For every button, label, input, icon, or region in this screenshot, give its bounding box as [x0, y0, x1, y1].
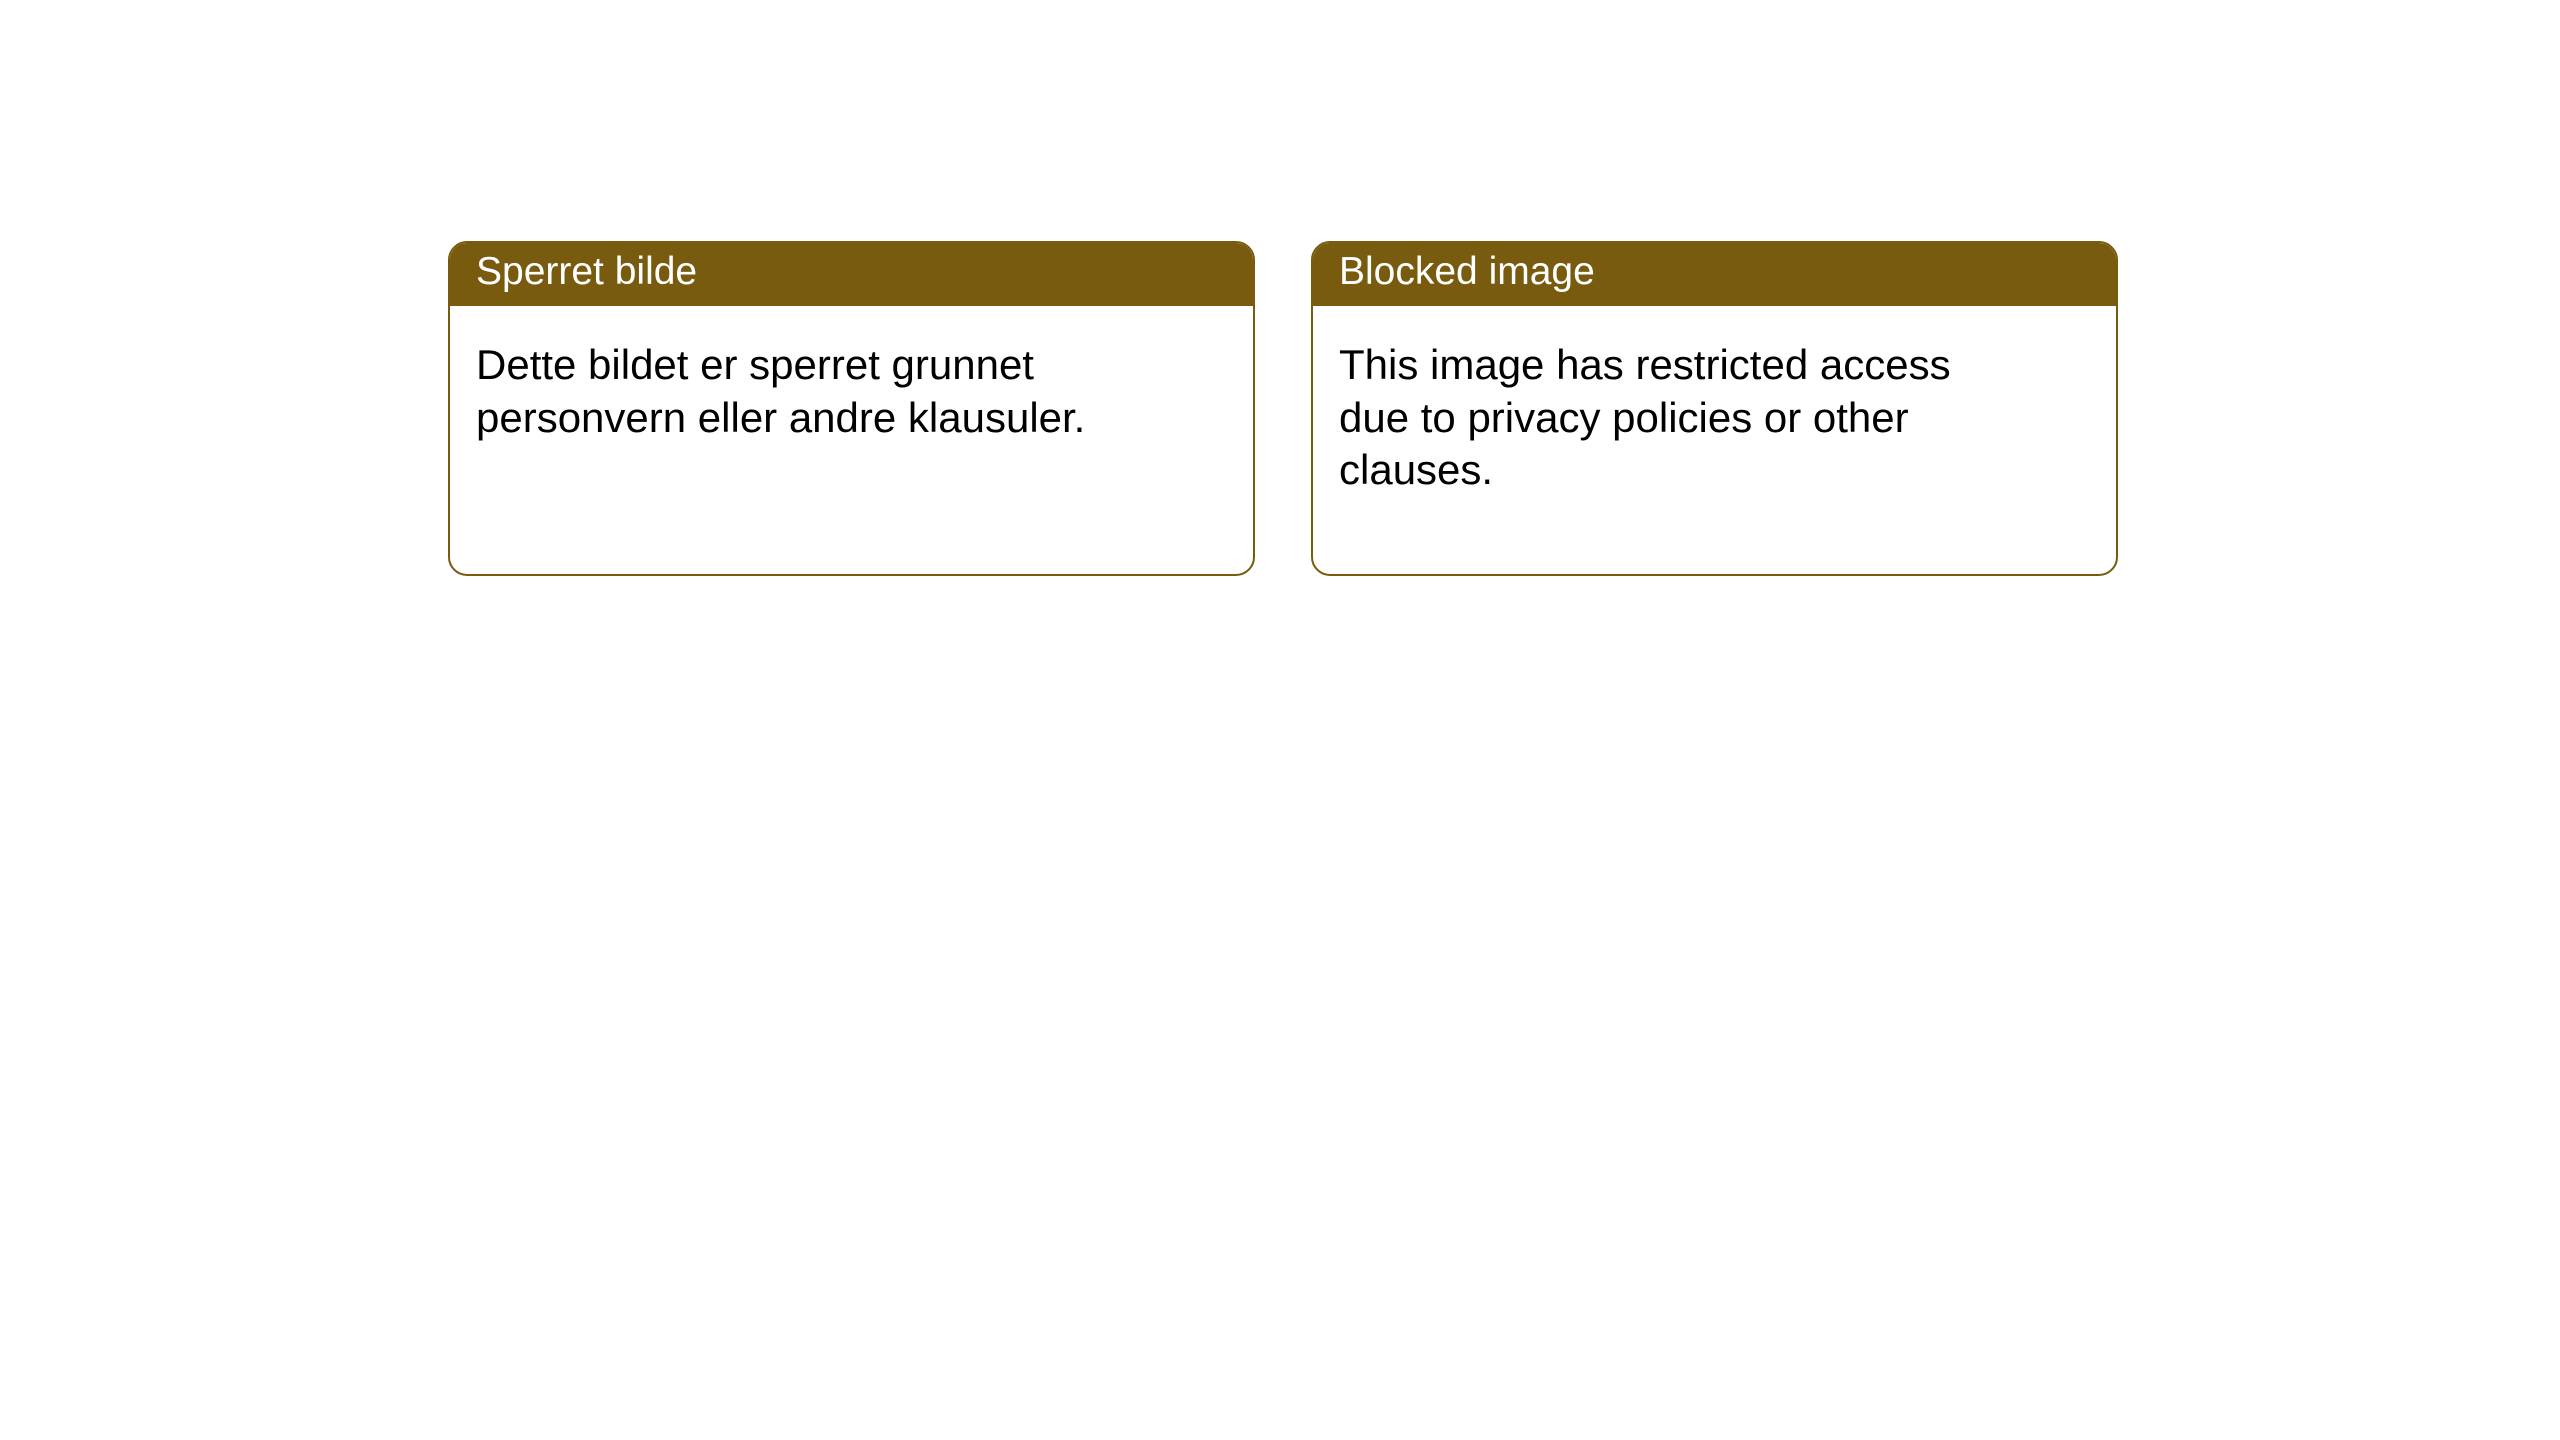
notice-card-norwegian: Sperret bilde Dette bildet er sperret gr…: [448, 241, 1255, 576]
notice-card-english: Blocked image This image has restricted …: [1311, 241, 2118, 576]
notice-body-english: This image has restricted access due to …: [1313, 306, 1993, 530]
notice-body-norwegian: Dette bildet er sperret grunnet personve…: [450, 306, 1253, 477]
notice-header-norwegian: Sperret bilde: [450, 243, 1253, 306]
notice-container: Sperret bilde Dette bildet er sperret gr…: [0, 0, 2560, 576]
notice-text-english: This image has restricted access due to …: [1339, 341, 1951, 493]
notice-header-english: Blocked image: [1313, 243, 2116, 306]
notice-text-norwegian: Dette bildet er sperret grunnet personve…: [476, 341, 1085, 441]
notice-title-english: Blocked image: [1339, 250, 1595, 293]
notice-title-norwegian: Sperret bilde: [476, 250, 697, 293]
